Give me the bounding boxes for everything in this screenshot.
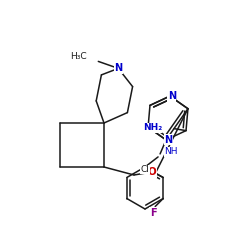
Text: N: N <box>114 64 122 74</box>
Text: O: O <box>148 167 156 177</box>
Text: Cl: Cl <box>140 165 149 174</box>
Text: H₃C: H₃C <box>70 52 86 61</box>
Text: NH₂: NH₂ <box>143 123 162 132</box>
Text: N: N <box>164 135 172 145</box>
Text: F: F <box>150 208 156 218</box>
Text: N: N <box>168 91 176 101</box>
Text: NH: NH <box>164 148 177 156</box>
